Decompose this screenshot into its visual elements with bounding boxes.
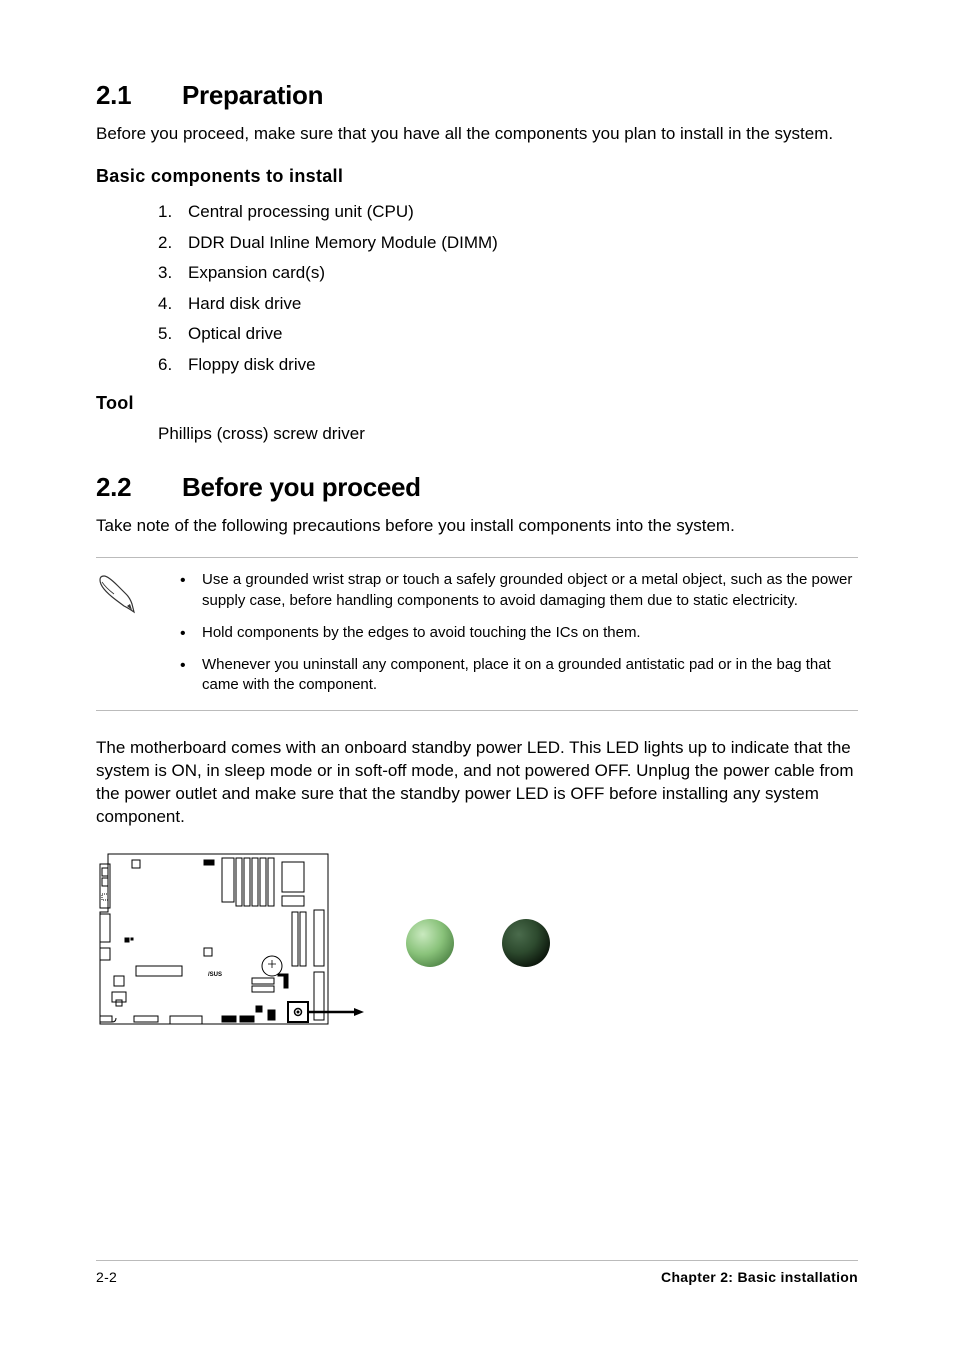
note-content: Use a grounded wrist strap or touch a sa… xyxy=(174,570,858,695)
tool-heading: Tool xyxy=(96,393,858,414)
motherboard-diagram: /SUS xyxy=(96,848,858,1038)
note-item: Use a grounded wrist strap or touch a sa… xyxy=(174,570,858,611)
note-item: Hold components by the edges to avoid to… xyxy=(174,623,858,643)
list-item: 5.Optical drive xyxy=(158,319,858,350)
list-item: 4.Hard disk drive xyxy=(158,289,858,320)
led-off-icon xyxy=(496,913,556,973)
list-item: 2.DDR Dual Inline Memory Module (DIMM) xyxy=(158,228,858,259)
tool-text: Phillips (cross) screw driver xyxy=(96,424,858,444)
section-number: 2.2 xyxy=(96,472,182,503)
motherboard-svg: /SUS xyxy=(96,848,364,1038)
list-item: 3.Expansion card(s) xyxy=(158,258,858,289)
component-list: 1.Central processing unit (CPU) 2.DDR Du… xyxy=(96,197,858,381)
led-paragraph: The motherboard comes with an onboard st… xyxy=(96,737,858,829)
note-block: Use a grounded wrist strap or touch a sa… xyxy=(96,557,858,710)
basic-components-heading: Basic components to install xyxy=(96,166,858,187)
section-title: Before you proceed xyxy=(182,472,421,502)
list-item: 6.Floppy disk drive xyxy=(158,350,858,381)
intro-text-2: Take note of the following precautions b… xyxy=(96,515,858,538)
svg-text:/SUS: /SUS xyxy=(208,972,222,978)
page-number: 2-2 xyxy=(96,1269,117,1285)
pencil-icon xyxy=(96,570,174,695)
section-number: 2.1 xyxy=(96,80,182,111)
section-title: Preparation xyxy=(182,80,323,110)
note-item: Whenever you uninstall any component, pl… xyxy=(174,655,858,696)
page-footer: 2-2 Chapter 2: Basic installation xyxy=(96,1260,858,1285)
section-heading-preparation: 2.1Preparation xyxy=(96,80,858,111)
section-heading-before-proceed: 2.2Before you proceed xyxy=(96,472,858,503)
list-item: 1.Central processing unit (CPU) xyxy=(158,197,858,228)
led-on-icon xyxy=(400,913,460,973)
chapter-title: Chapter 2: Basic installation xyxy=(661,1269,858,1285)
intro-text: Before you proceed, make sure that you h… xyxy=(96,123,858,146)
